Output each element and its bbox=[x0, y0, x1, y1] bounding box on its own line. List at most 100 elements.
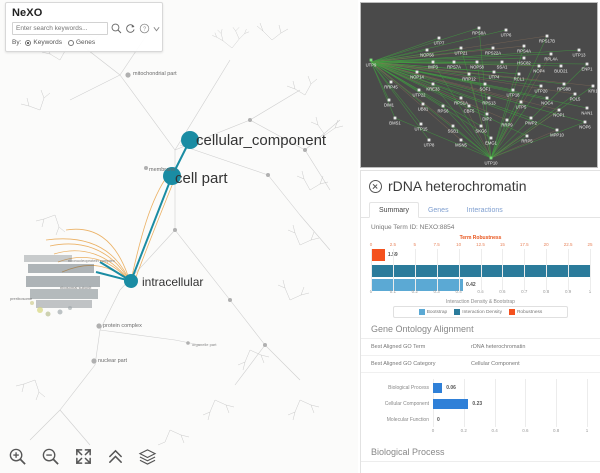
gene-node[interactable] bbox=[517, 72, 521, 76]
search-panel[interactable]: NeXO ? By: Keywords Genes bbox=[5, 2, 163, 52]
gene-node[interactable] bbox=[425, 48, 429, 52]
panel-header: rDNA heterochromatin bbox=[361, 171, 600, 197]
gene-node-label: SSB1 bbox=[448, 129, 459, 134]
gene-node[interactable] bbox=[539, 84, 543, 88]
gene-node[interactable] bbox=[491, 46, 495, 50]
gene-node[interactable] bbox=[369, 58, 373, 62]
close-icon[interactable] bbox=[369, 179, 382, 193]
refresh-icon[interactable] bbox=[125, 23, 136, 34]
gene-node[interactable] bbox=[529, 116, 533, 120]
chart2-tick: 0.8 bbox=[553, 428, 560, 433]
gene-node[interactable] bbox=[489, 136, 493, 140]
chart1-legend: Bootstrap Interaction Density Robustness bbox=[393, 306, 568, 318]
gene-node[interactable] bbox=[459, 96, 463, 100]
tab-genes[interactable]: Genes bbox=[427, 207, 449, 214]
radio-genes[interactable] bbox=[67, 39, 74, 46]
gene-node[interactable] bbox=[451, 124, 455, 128]
gene-interaction-network[interactable]: UTP9 UTP7 RPS8A UTP6 RPS17B NOP56 UTP21 RPS22A R… bbox=[360, 2, 598, 168]
graph-label-intracellular: intracellular bbox=[142, 275, 204, 289]
gene-node-label: KRI1 bbox=[588, 89, 598, 94]
gene-node[interactable] bbox=[573, 92, 577, 96]
gene-node[interactable] bbox=[549, 52, 553, 56]
gene-node[interactable] bbox=[431, 60, 435, 64]
gene-node[interactable] bbox=[545, 34, 549, 38]
gene-node[interactable] bbox=[504, 28, 508, 32]
gene-node[interactable] bbox=[417, 88, 421, 92]
gene-node[interactable] bbox=[500, 60, 504, 64]
gene-node[interactable] bbox=[591, 84, 595, 88]
gene-node[interactable] bbox=[393, 116, 397, 120]
gene-node-label: RPS22A bbox=[485, 51, 501, 56]
gene-node[interactable] bbox=[421, 102, 425, 106]
gene-node[interactable] bbox=[415, 70, 419, 74]
gene-node[interactable] bbox=[475, 60, 479, 64]
gene-node[interactable] bbox=[487, 96, 491, 100]
gene-node[interactable] bbox=[525, 134, 529, 138]
gene-node[interactable] bbox=[387, 98, 391, 102]
gene-node[interactable] bbox=[585, 106, 589, 110]
search-filter-row[interactable]: By: Keywords Genes bbox=[12, 39, 156, 46]
chevron-down-icon[interactable] bbox=[153, 25, 160, 33]
tab-bar[interactable]: Summary Genes Interactions bbox=[361, 202, 600, 218]
gene-node[interactable] bbox=[511, 88, 515, 92]
gene-node[interactable] bbox=[389, 80, 393, 84]
search-icon[interactable] bbox=[111, 23, 122, 34]
chart1-bar-bootstrap bbox=[371, 279, 463, 291]
zoom-in-icon[interactable] bbox=[8, 447, 27, 466]
gene-node[interactable] bbox=[419, 122, 423, 126]
gene-node[interactable] bbox=[479, 124, 483, 128]
gene-node[interactable] bbox=[519, 100, 523, 104]
gene-node[interactable] bbox=[522, 56, 526, 60]
gene-node[interactable] bbox=[492, 70, 496, 74]
gene-node[interactable] bbox=[459, 138, 463, 142]
chart2-gridline bbox=[587, 379, 588, 427]
node-intracellular bbox=[124, 274, 138, 288]
gene-node[interactable] bbox=[557, 108, 561, 112]
gene-node[interactable] bbox=[505, 118, 509, 122]
gene-node[interactable] bbox=[431, 82, 435, 86]
gene-node[interactable] bbox=[483, 82, 487, 86]
gene-node[interactable] bbox=[577, 48, 581, 52]
gene-node-label: BUD21 bbox=[554, 69, 568, 74]
gene-node[interactable] bbox=[459, 46, 463, 50]
gene-node[interactable] bbox=[441, 104, 445, 108]
layers-icon[interactable] bbox=[138, 448, 157, 465]
tab-summary[interactable]: Summary bbox=[369, 202, 419, 218]
chart2-tick: 1 bbox=[585, 428, 589, 433]
gene-node[interactable] bbox=[583, 120, 587, 124]
ontology-network-graph[interactable] bbox=[0, 0, 358, 473]
gene-node[interactable] bbox=[467, 104, 471, 108]
ontology-network-panel[interactable]: cellular_component cell part intracellul… bbox=[0, 0, 358, 473]
gene-node-label: UTP7 bbox=[434, 41, 445, 46]
chart1-value-label: 0.42 bbox=[465, 282, 476, 288]
help-icon[interactable]: ? bbox=[139, 23, 150, 34]
legend-item-bootstrap: Bootstrap bbox=[418, 309, 447, 315]
gene-node[interactable] bbox=[489, 156, 493, 160]
gene-node[interactable] bbox=[427, 138, 431, 142]
gene-node[interactable] bbox=[477, 26, 481, 30]
legend-label-robustness: Robustness bbox=[516, 309, 543, 315]
gene-node[interactable] bbox=[537, 64, 541, 68]
chevron-up-icon[interactable] bbox=[107, 448, 124, 465]
gene-node[interactable] bbox=[522, 44, 526, 48]
gene-node[interactable] bbox=[559, 64, 563, 68]
fit-screen-icon[interactable] bbox=[74, 447, 93, 466]
chart1-bottom-tick: 0.6 bbox=[499, 289, 506, 294]
gene-node[interactable] bbox=[545, 96, 549, 100]
gene-node[interactable] bbox=[585, 62, 589, 66]
gene-node[interactable] bbox=[485, 112, 489, 116]
tab-interactions[interactable]: Interactions bbox=[466, 207, 503, 214]
go-term-value: rDNA heterochromatin bbox=[471, 344, 526, 350]
gene-node[interactable] bbox=[437, 36, 441, 40]
gene-node[interactable] bbox=[452, 60, 456, 64]
gene-node[interactable] bbox=[562, 82, 566, 86]
gene-node-label: RPL4A bbox=[544, 57, 557, 62]
search-input[interactable] bbox=[12, 22, 108, 35]
gene-node[interactable] bbox=[467, 72, 471, 76]
zoom-out-icon[interactable] bbox=[41, 447, 60, 466]
gene-node-label: RPS1A bbox=[454, 101, 468, 106]
network-toolbar[interactable] bbox=[0, 439, 358, 473]
term-detail-panel[interactable]: rDNA heterochromatin Summary Genes Inter… bbox=[360, 170, 600, 473]
radio-keywords[interactable] bbox=[25, 39, 32, 46]
gene-node[interactable] bbox=[555, 128, 559, 132]
